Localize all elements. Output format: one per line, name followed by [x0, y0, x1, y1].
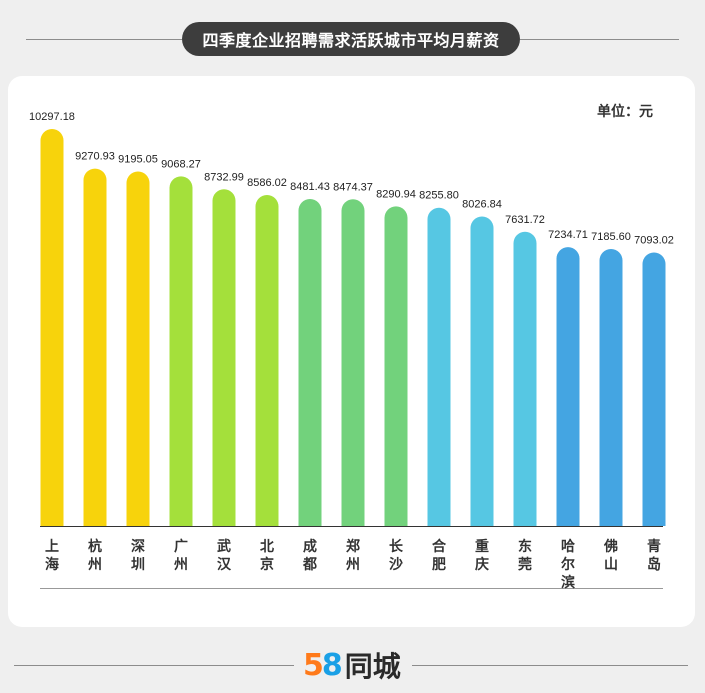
bar-14 — [642, 252, 666, 526]
category-label-6: 成都 — [302, 538, 317, 573]
bar-9 — [427, 207, 451, 526]
value-label-11: 7631.72 — [505, 214, 545, 226]
category-label-9: 合肥 — [432, 538, 447, 573]
bar-11 — [513, 231, 537, 526]
value-label-2: 9195.05 — [118, 153, 158, 165]
category-label-12: 哈尔滨 — [561, 538, 575, 591]
category-label-8: 长沙 — [389, 538, 404, 573]
title-rule-right — [520, 39, 679, 40]
value-label-0: 10297.18 — [29, 111, 75, 123]
bar-12 — [556, 247, 580, 526]
category-label-5: 北京 — [260, 539, 274, 573]
chart-title: 四季度企业招聘需求活跃城市平均月薪资 — [182, 22, 520, 56]
unit-label: 单位：元 — [597, 104, 653, 120]
value-label-1: 9270.93 — [75, 151, 115, 163]
category-label-0: 上海 — [45, 539, 59, 573]
bar-3 — [169, 176, 193, 527]
value-label-7: 8474.37 — [333, 181, 373, 193]
bar-7 — [341, 199, 365, 526]
bar-4 — [212, 189, 236, 526]
value-label-10: 8026.84 — [462, 199, 502, 211]
value-label-6: 8481.43 — [290, 181, 330, 193]
footer-rule-left — [14, 665, 294, 666]
value-label-4: 8732.99 — [204, 171, 244, 183]
category-label-11: 东莞 — [518, 538, 532, 573]
category-label-14: 青岛 — [647, 538, 661, 573]
category-label-13: 佛山 — [603, 538, 618, 573]
footer-rule-right — [412, 665, 688, 666]
value-label-13: 7185.60 — [591, 231, 631, 243]
logo-brand-text: 同城 — [344, 650, 401, 683]
bar-13 — [599, 248, 623, 526]
category-label-7: 郑州 — [345, 538, 360, 573]
logo-digit-5: 5 — [303, 647, 324, 683]
bar-1 — [83, 168, 107, 527]
value-label-12: 7234.71 — [548, 229, 588, 241]
category-label-4: 武汉 — [217, 538, 232, 573]
bar-2 — [126, 171, 150, 526]
bar-8 — [384, 206, 408, 527]
value-label-9: 8255.80 — [419, 190, 459, 202]
value-label-3: 9068.27 — [161, 158, 201, 170]
bar-6 — [298, 199, 322, 526]
category-label-1: 杭州 — [87, 538, 102, 573]
value-label-8: 8290.94 — [376, 188, 416, 200]
title-rule-left — [26, 39, 182, 40]
logo-digit-8: 8 — [321, 647, 343, 683]
brand-logo: 5 8 同城 — [303, 646, 401, 684]
category-label-10: 重庆 — [475, 538, 489, 573]
bar-0 — [40, 129, 64, 526]
value-label-5: 8586.02 — [247, 177, 287, 189]
bar-5 — [255, 194, 279, 526]
category-label-2: 深圳 — [131, 538, 145, 573]
category-label-3: 广州 — [173, 538, 188, 573]
bar-10 — [470, 216, 494, 526]
value-label-14: 7093.02 — [634, 235, 674, 247]
